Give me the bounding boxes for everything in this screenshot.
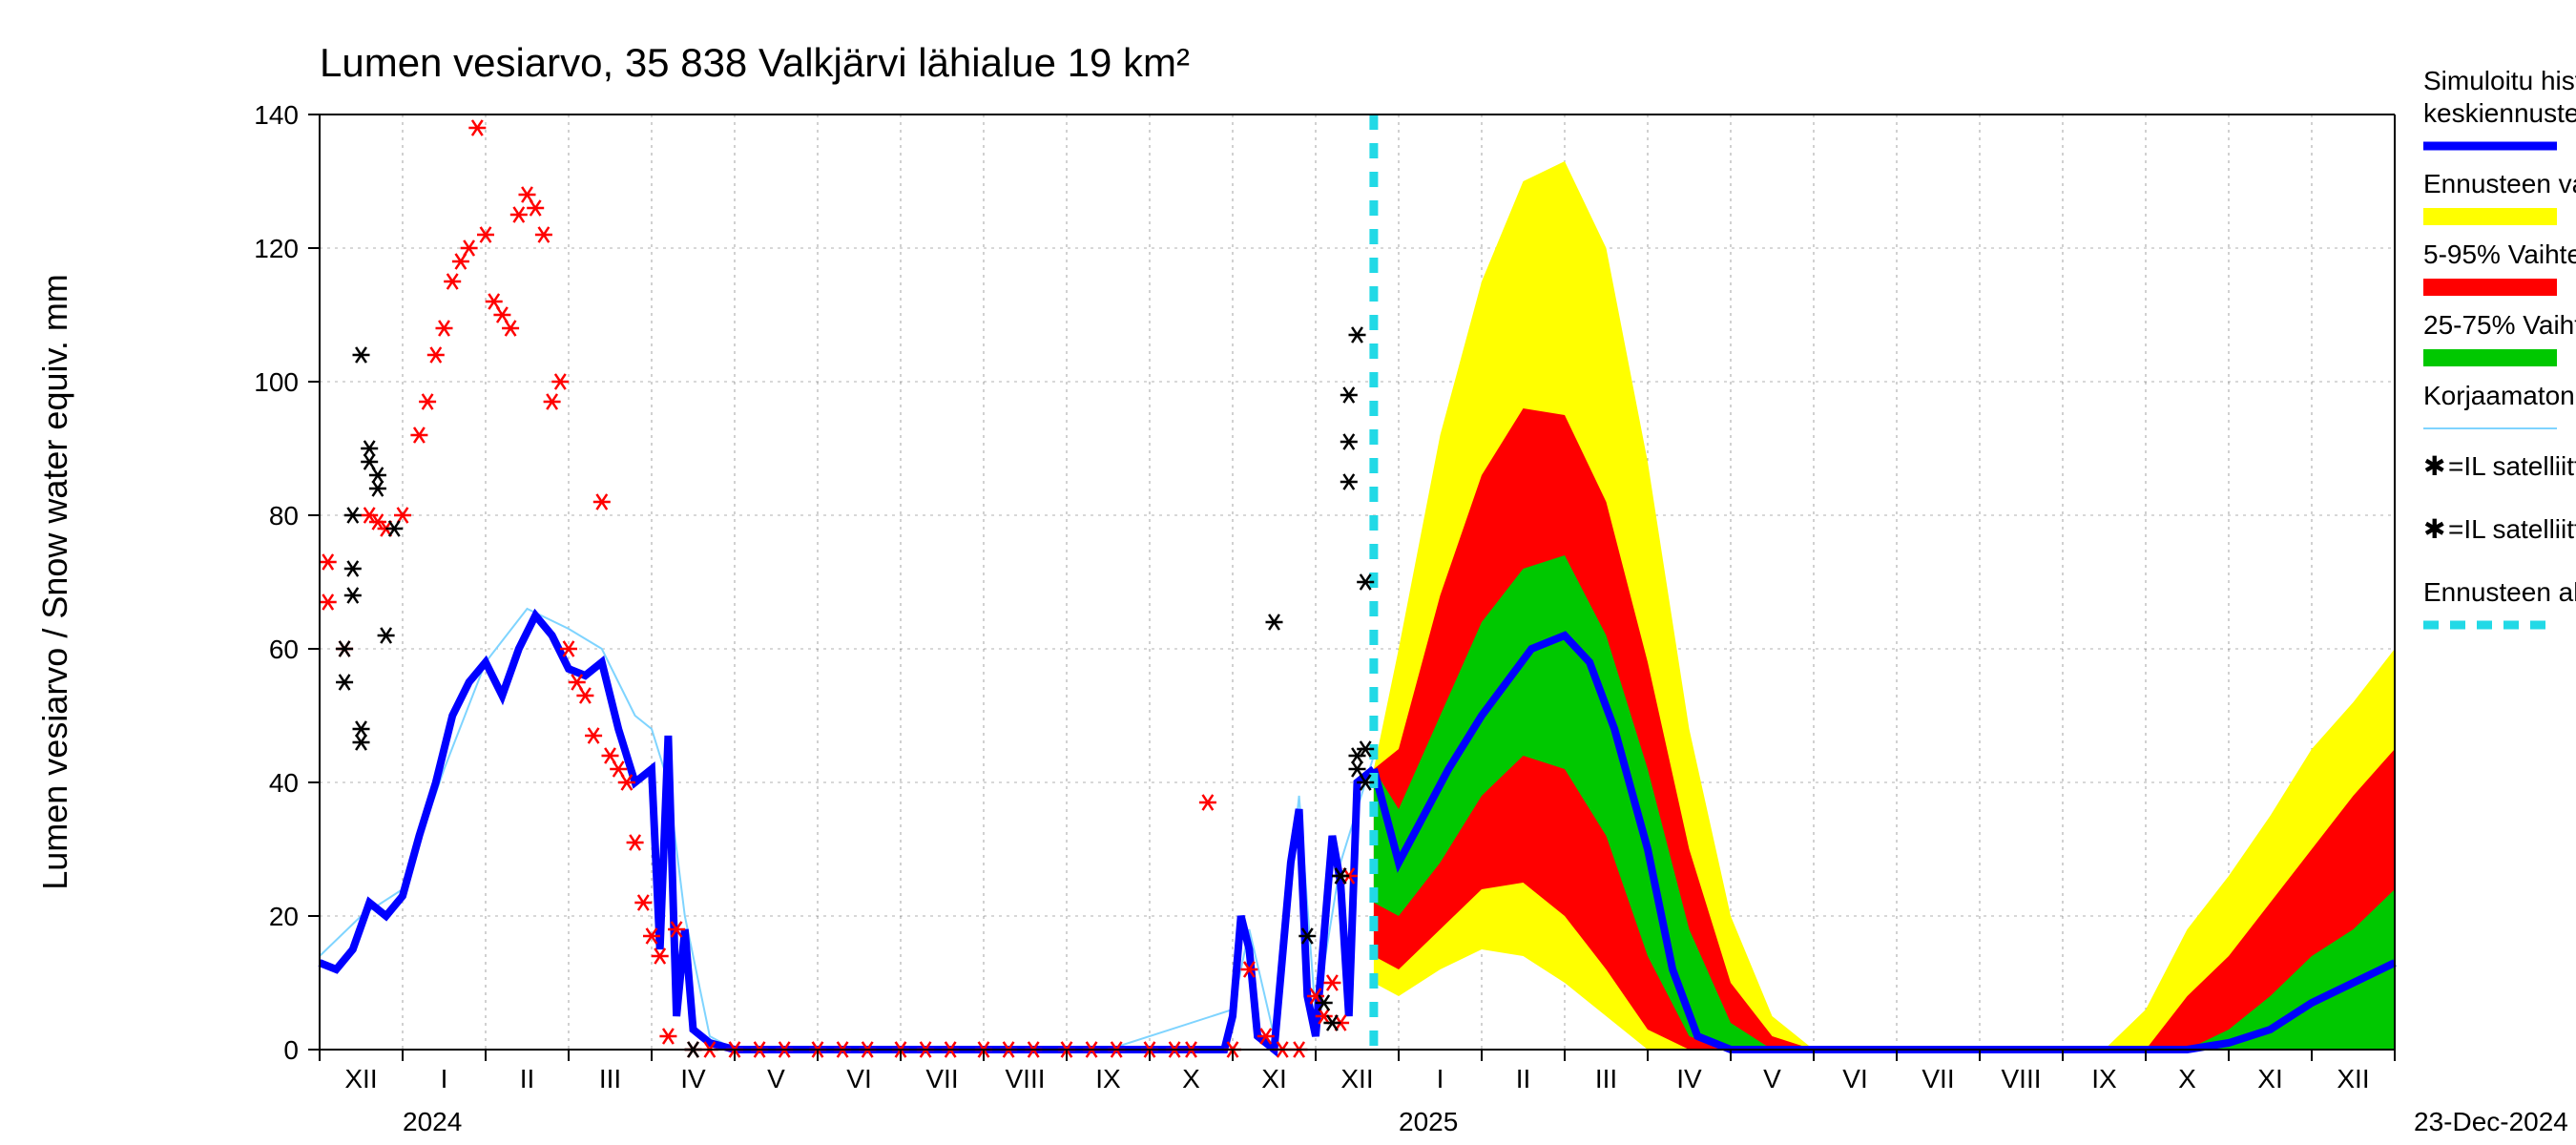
x-tick-label: XII	[1340, 1064, 1373, 1093]
x-tick-label: I	[441, 1064, 448, 1093]
x-tick-label: II	[1516, 1064, 1531, 1093]
year-label-left: 2024	[403, 1107, 462, 1136]
y-tick-label: 0	[283, 1035, 299, 1065]
y-tick-label: 40	[269, 768, 299, 798]
legend-marker-glyph: ✱	[2423, 451, 2445, 481]
footer-timestamp: 23-Dec-2024 05:53 WSFS-O	[2414, 1107, 2576, 1136]
x-tick-label: V	[767, 1064, 785, 1093]
x-tick-label: VII	[1922, 1064, 1954, 1093]
x-tick-label: XI	[1261, 1064, 1286, 1093]
x-tick-label: VII	[925, 1064, 958, 1093]
x-tick-label: X	[1182, 1064, 1200, 1093]
y-axis-label: Lumen vesiarvo / Snow water equiv. mm	[35, 274, 74, 890]
legend-label: keskiennuste	[2423, 98, 2576, 128]
x-tick-label: VI	[1842, 1064, 1867, 1093]
x-tick-label: VIII	[2001, 1064, 2041, 1093]
legend-label: Ennusteen alku	[2423, 577, 2576, 607]
x-tick-label: IV	[1676, 1064, 1702, 1093]
chart-container: 020406080100120140XIIIIIIIIIVVVIVIIVIIII…	[0, 0, 2576, 1145]
y-tick-label: 60	[269, 635, 299, 664]
x-tick-label: XII	[344, 1064, 377, 1093]
y-tick-label: 120	[254, 234, 299, 263]
x-tick-label: II	[520, 1064, 535, 1093]
chart-svg: 020406080100120140XIIIIIIIIIVVVIVIIVIIII…	[0, 0, 2576, 1145]
legend-label: 25-75% Vaihteluväli	[2423, 310, 2576, 340]
x-tick-label: VI	[846, 1064, 871, 1093]
legend-label: Korjaamaton	[2423, 381, 2575, 410]
x-tick-label: III	[1595, 1064, 1617, 1093]
legend-swatch	[2423, 279, 2557, 296]
x-tick-label: III	[599, 1064, 621, 1093]
legend-marker-glyph: ✱	[2423, 514, 2445, 544]
legend-swatch	[2423, 208, 2557, 225]
y-tick-label: 100	[254, 367, 299, 397]
x-tick-label: V	[1763, 1064, 1781, 1093]
x-tick-label: IV	[680, 1064, 706, 1093]
legend-label: =IL satelliittihavainto epäluotettava	[2448, 451, 2576, 481]
chart-title: Lumen vesiarvo, 35 838 Valkjärvi lähialu…	[320, 40, 1190, 85]
legend-swatch	[2423, 349, 2557, 366]
x-tick-label: IX	[1095, 1064, 1121, 1093]
legend-label: =IL satelliittihavainto	[2448, 514, 2576, 544]
legend-label: Simuloitu historia ja	[2423, 66, 2576, 95]
x-tick-label: XII	[2337, 1064, 2369, 1093]
x-tick-label: IX	[2091, 1064, 2117, 1093]
x-tick-label: I	[1437, 1064, 1444, 1093]
y-tick-label: 20	[269, 902, 299, 931]
x-tick-label: X	[2178, 1064, 2196, 1093]
y-tick-label: 80	[269, 501, 299, 531]
y-tick-label: 140	[254, 100, 299, 130]
x-tick-label: XI	[2257, 1064, 2282, 1093]
x-tick-label: VIII	[1005, 1064, 1045, 1093]
legend-label: Ennusteen vaihteluväli	[2423, 169, 2576, 198]
year-label-right: 2025	[1399, 1107, 1458, 1136]
legend-label: 5-95% Vaihteluväli	[2423, 239, 2576, 269]
